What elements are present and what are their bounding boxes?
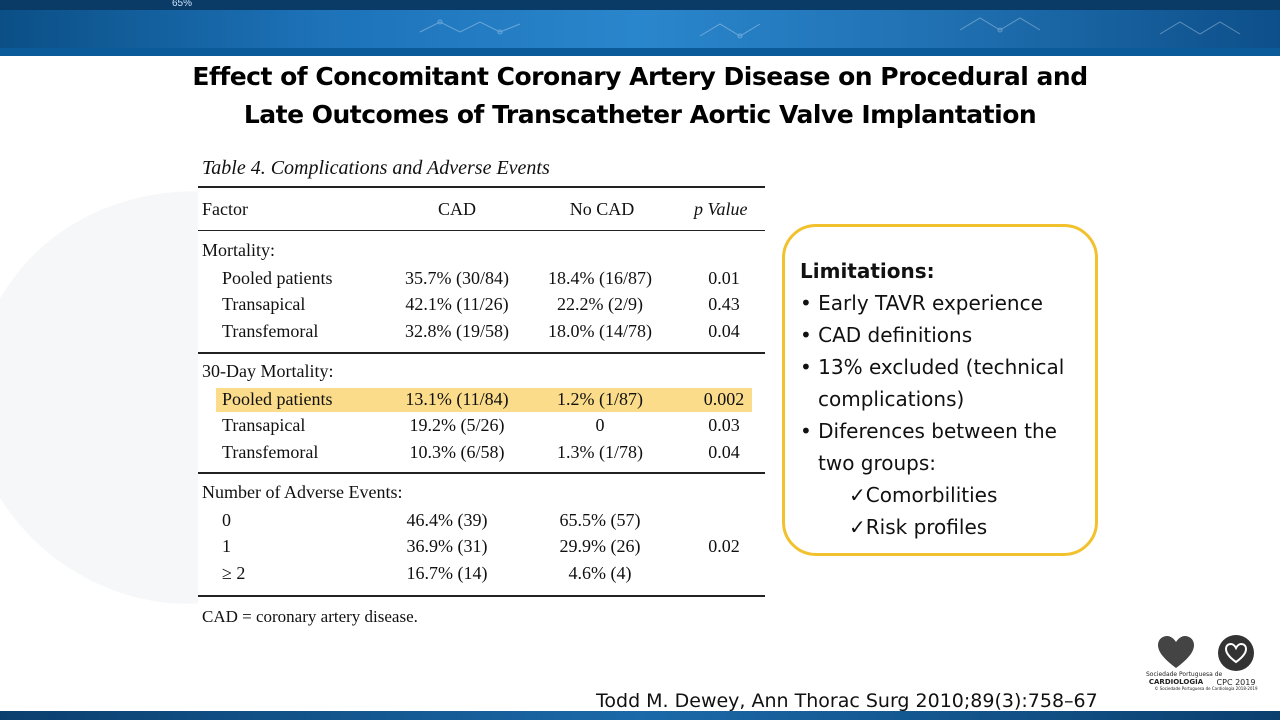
table-row-factor: Transapical bbox=[222, 294, 306, 314]
table-row-factor: Transfemoral bbox=[222, 321, 319, 341]
table-row-cad: 16.7% (14) bbox=[406, 563, 488, 583]
table-rule-bottom bbox=[198, 595, 765, 597]
table-row-factor: Transfemoral bbox=[222, 442, 319, 462]
table-row-p: 0.04 bbox=[708, 321, 740, 341]
limitation-item: • 13% excluded (technical bbox=[800, 355, 1065, 379]
limitation-subitem: ✓Risk profiles bbox=[849, 515, 988, 539]
table-row-factor: Transapical bbox=[222, 415, 306, 435]
table-footnote: CAD = coronary artery disease. bbox=[202, 607, 418, 626]
table-row-factor: 1 bbox=[222, 536, 231, 556]
cpc-logo: CPC 2019 bbox=[1212, 632, 1260, 692]
limitation-subitem: ✓Comorbilities bbox=[849, 483, 998, 507]
table-rule-section bbox=[198, 472, 765, 474]
table-row-p: 0.02 bbox=[708, 536, 740, 556]
table-row-cad: 35.7% (30/84) bbox=[405, 268, 509, 288]
table-rule-section bbox=[198, 352, 765, 354]
citation: Todd M. Dewey, Ann Thorac Surg 2010;89(3… bbox=[596, 690, 1098, 712]
header-factor: Factor bbox=[202, 199, 248, 219]
table-row-factor: ≥ 2 bbox=[222, 563, 246, 583]
table-row-cad: 42.1% (11/26) bbox=[405, 294, 509, 314]
table-row-no-cad: 1.3% (1/78) bbox=[557, 442, 643, 462]
header-no-cad: No CAD bbox=[569, 199, 635, 219]
bottom-bar bbox=[0, 711, 1280, 720]
spc-name: CARDIOLOGIA bbox=[1148, 678, 1204, 686]
table-row-no-cad: 0 bbox=[595, 415, 605, 435]
section-label-mortality: Mortality: bbox=[202, 240, 275, 260]
spc-logo: Sociedade Portuguesa de CARDIOLOGIA bbox=[1146, 632, 1222, 692]
table-row-cad: 32.8% (19/58) bbox=[405, 321, 509, 341]
limitation-item: • CAD definitions bbox=[800, 323, 973, 347]
molecule-pattern bbox=[419, 17, 1241, 39]
slide-title: Effect of Concomitant Coronary Artery Di… bbox=[140, 58, 1140, 134]
banner-bottom-stripe bbox=[0, 48, 1280, 56]
spc-text: Sociedade Portuguesa de bbox=[1146, 671, 1223, 678]
table-row-p: 0.04 bbox=[708, 442, 740, 462]
table-row-p: 0.03 bbox=[708, 415, 740, 435]
table-row-cad: 46.4% (39) bbox=[406, 510, 488, 530]
limitation-item-continued: complications) bbox=[818, 387, 965, 411]
spc-heart-icon bbox=[1158, 636, 1194, 668]
section-label-30-day-mortality: 30-Day Mortality: bbox=[202, 361, 334, 381]
table-row-no-cad: 18.4% (16/87) bbox=[548, 268, 652, 288]
table-caption: Table 4. Complications and Adverse Event… bbox=[202, 157, 550, 179]
table-row-p: 0.43 bbox=[708, 294, 740, 314]
table-row-no-cad: 29.9% (26) bbox=[559, 536, 641, 556]
limitation-item: • Diferences between the bbox=[800, 419, 1057, 443]
table-row-p: 0.01 bbox=[708, 268, 740, 288]
banner-top-stripe bbox=[0, 0, 1280, 10]
limitation-item: • Early TAVR experience bbox=[800, 291, 1043, 315]
table-row-factor: Pooled patients bbox=[222, 268, 333, 288]
table-row-no-cad: 65.5% (57) bbox=[559, 510, 641, 530]
logo-footer-text: © Sociedade Portuguesa de Cardiologia 20… bbox=[1154, 686, 1258, 691]
banner-tag: 65% bbox=[172, 0, 193, 9]
table-row-cad: 13.1% (11/84) bbox=[405, 389, 509, 409]
table-rule-top bbox=[198, 186, 765, 188]
limitations-title: Limitations: bbox=[800, 259, 935, 283]
title-line-2: Late Outcomes of Transcatheter Aortic Va… bbox=[243, 100, 1037, 129]
top-banner: 65% bbox=[0, 0, 1280, 56]
table-row-factor: 0 bbox=[222, 510, 231, 530]
complications-table: Table 4. Complications and Adverse Event… bbox=[198, 152, 768, 632]
table-row-factor: Pooled patients bbox=[222, 389, 333, 409]
cpc-circle-heart-icon bbox=[1218, 635, 1254, 671]
highlight-band bbox=[216, 388, 752, 412]
table-rule-header bbox=[198, 230, 765, 231]
header-p-value: p Value bbox=[694, 199, 748, 220]
table-row-no-cad: 4.6% (4) bbox=[568, 563, 632, 583]
table-row-no-cad: 22.2% (2/9) bbox=[557, 294, 643, 314]
table-row-p: 0.002 bbox=[703, 389, 745, 409]
table-row-no-cad: 18.0% (14/78) bbox=[548, 321, 652, 341]
table-row-cad: 10.3% (6/58) bbox=[409, 442, 505, 462]
table-row-cad: 19.2% (5/26) bbox=[409, 415, 505, 435]
header-p-value-text: p Value bbox=[694, 199, 748, 219]
limitation-item-continued: two groups: bbox=[818, 451, 937, 475]
section-label-adverse-events: Number of Adverse Events: bbox=[202, 482, 403, 502]
header-cad: CAD bbox=[437, 199, 476, 219]
table-row-no-cad: 1.2% (1/87) bbox=[557, 389, 643, 409]
title-line-1: Effect of Concomitant Coronary Artery Di… bbox=[192, 62, 1088, 91]
limitations-box: Limitations: • Early TAVR experience • C… bbox=[782, 224, 1098, 556]
table-row-cad: 36.9% (31) bbox=[406, 536, 488, 556]
cpc-name: CPC 2019 bbox=[1216, 678, 1256, 687]
